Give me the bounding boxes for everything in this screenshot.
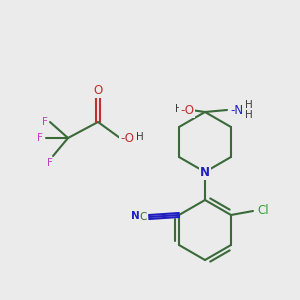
Text: H: H — [136, 132, 144, 142]
Text: H: H — [245, 110, 253, 120]
Text: F: F — [37, 133, 43, 143]
Text: F: F — [47, 158, 53, 168]
Text: H: H — [245, 100, 253, 110]
Text: N: N — [200, 166, 210, 178]
Text: Cl: Cl — [257, 205, 269, 218]
Text: C: C — [139, 212, 147, 222]
Text: H: H — [175, 104, 183, 114]
Text: F: F — [42, 117, 48, 127]
Text: N: N — [130, 211, 140, 221]
Text: -O: -O — [180, 103, 194, 116]
Text: -O: -O — [120, 131, 134, 145]
Text: -N: -N — [230, 103, 244, 116]
Text: O: O — [93, 83, 103, 97]
